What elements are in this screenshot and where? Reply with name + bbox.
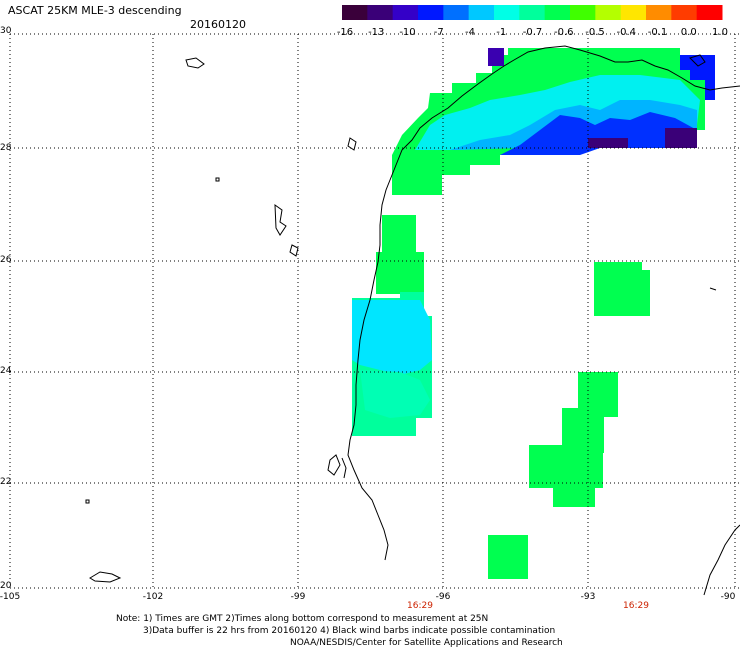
offshore-cell-6 (553, 480, 595, 507)
pass-time-2: 16:29 (623, 601, 649, 611)
colorbar-tick-label: -4 (465, 27, 475, 38)
colorbar-tick-label: -13 (368, 27, 385, 38)
colorbar-swatch (443, 5, 470, 20)
colorbar-swatch (671, 5, 698, 20)
yucatan-island (89, 571, 122, 583)
coastal-bay-north (347, 137, 357, 151)
offshore-cell-7 (488, 535, 528, 579)
colorbar-tick-label: -0.4 (616, 27, 637, 38)
colorbar-tick-label: -10 (399, 27, 416, 38)
colorbar-swatch (696, 5, 723, 20)
south-strip-green-2 (376, 252, 424, 294)
east-coastline-bottom (703, 524, 740, 596)
lon-label-90: -90 (720, 592, 736, 602)
coastal-islands-south (327, 454, 347, 479)
colorbar (342, 5, 723, 20)
south-strip-cyan-core (352, 300, 432, 375)
colorbar-swatch (646, 5, 672, 20)
colorbar-swatch (392, 5, 419, 20)
inland-lake-2 (274, 203, 287, 236)
coastal-swath-blue (500, 112, 697, 155)
note-line-1: Note: 1) Times are GMT 2)Times along bot… (116, 614, 489, 624)
colorbar-tick-label: -0.7 (522, 27, 543, 38)
colorbar-tick-label: -0.1 (647, 27, 668, 38)
gulf-coast-line (347, 45, 740, 561)
colorbar-swatch (468, 5, 495, 20)
colorbar-swatch (494, 5, 520, 20)
south-strip-teal (360, 370, 430, 418)
offshore-cell-2 (594, 270, 650, 316)
note-line-3: NOAA/NESDIS/Center for Satellite Applica… (290, 638, 563, 648)
map-title: ASCAT 25KM MLE-3 descending (8, 4, 182, 17)
colorbar-tick-label: -7 (433, 27, 444, 38)
lon-label-99: -99 (290, 592, 306, 602)
colorbar-swatch (519, 5, 546, 20)
colorbar-tick-label: 1.0 (712, 27, 728, 38)
colorbar-swatch (418, 5, 444, 20)
lat-label-22: 22 (0, 477, 12, 487)
coastline (85, 45, 740, 596)
colorbar-tick-label: 0.0 (680, 27, 697, 38)
colorbar-tick-label: -0.6 (553, 27, 574, 38)
purple-patch-1 (588, 138, 628, 148)
offshore-cell-1 (594, 262, 642, 272)
mle-data-cells (352, 48, 715, 579)
small-dot-1 (215, 177, 220, 182)
small-dot-2 (85, 499, 90, 504)
pass-time-1: 16:29 (407, 601, 433, 611)
lake-pontchartrain (689, 54, 706, 67)
inland-lake-3 (289, 244, 299, 257)
purple-patch-2 (665, 128, 697, 148)
lat-label-26: 26 (0, 255, 12, 265)
colorbar-swatch (367, 5, 394, 20)
map-date: 20160120 (190, 18, 246, 31)
colorbar-tick-label: -1 (496, 27, 507, 38)
colorbar-swatch (620, 5, 647, 20)
colorbar-swatch (544, 5, 571, 20)
colorbar-swatch (595, 5, 622, 20)
lat-label-28: 28 (0, 143, 12, 153)
note-line-2: 3)Data buffer is 22 hrs from 20160120 4)… (143, 626, 556, 636)
colorbar-tick-label: -0.5 (585, 27, 605, 38)
small-dot-3 (709, 287, 717, 291)
lon-label-93: -93 (580, 592, 596, 602)
lat-label-24: 24 (0, 366, 12, 376)
lat-label-30: 30 (0, 26, 12, 36)
lat-lon-grid (9, 33, 740, 589)
colorbar-tick-label: -16 (336, 27, 354, 38)
lat-label-20: 20 (0, 581, 12, 591)
colorbar-swatch (342, 5, 368, 20)
colorbar-swatch (570, 5, 596, 20)
lon-label-102: -102 (142, 592, 164, 602)
inland-lake-1 (185, 57, 205, 69)
purple-patch-3 (488, 48, 504, 66)
lon-label-105: -105 (0, 592, 21, 602)
lon-label-96: -96 (435, 592, 451, 602)
